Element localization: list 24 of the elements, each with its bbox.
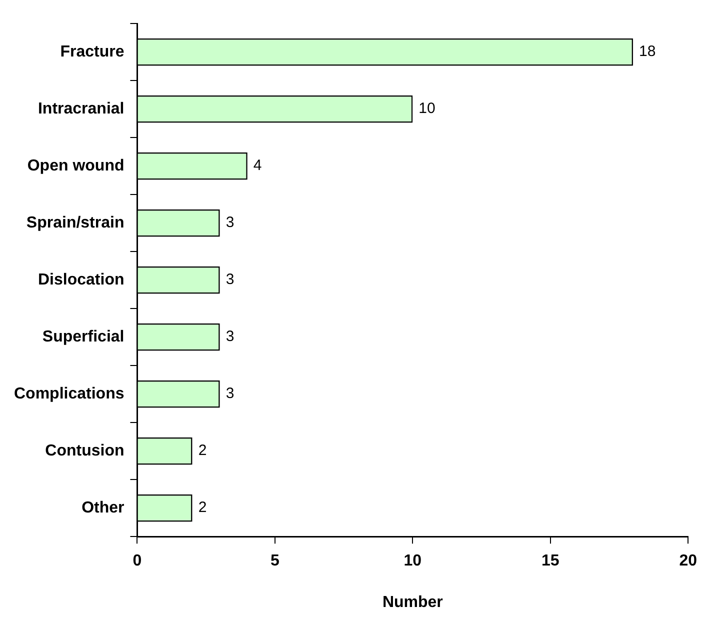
data-label: 3 (226, 385, 234, 402)
x-tick-label: 0 (132, 552, 142, 570)
data-label: 3 (226, 271, 234, 288)
x-tick-label: 10 (404, 552, 422, 570)
data-label: 18 (639, 43, 656, 60)
y-tick-label: Dislocation (38, 272, 124, 289)
x-axis-title: Number (382, 594, 443, 611)
y-tick-label: Superficial (42, 328, 124, 346)
y-tick-label: Open wound (27, 158, 124, 175)
y-tick-label: Complications (14, 386, 124, 403)
y-tick-label: Contusion (45, 442, 124, 460)
data-label: 4 (253, 157, 262, 174)
y-tick-label: Intracranial (38, 100, 124, 118)
data-label: 2 (198, 442, 207, 460)
x-tick-label: 15 (541, 552, 560, 570)
y-tick-label: Sprain/strain (26, 214, 124, 232)
data-label: 3 (226, 328, 234, 346)
x-tick-label: 5 (270, 552, 280, 570)
y-tick-label: Other (82, 500, 124, 517)
data-label: 10 (418, 100, 436, 118)
y-tick-label: Fracture (60, 44, 124, 61)
x-tick-label: 20 (679, 552, 698, 570)
data-label: 2 (198, 499, 207, 516)
data-label: 3 (226, 214, 234, 232)
